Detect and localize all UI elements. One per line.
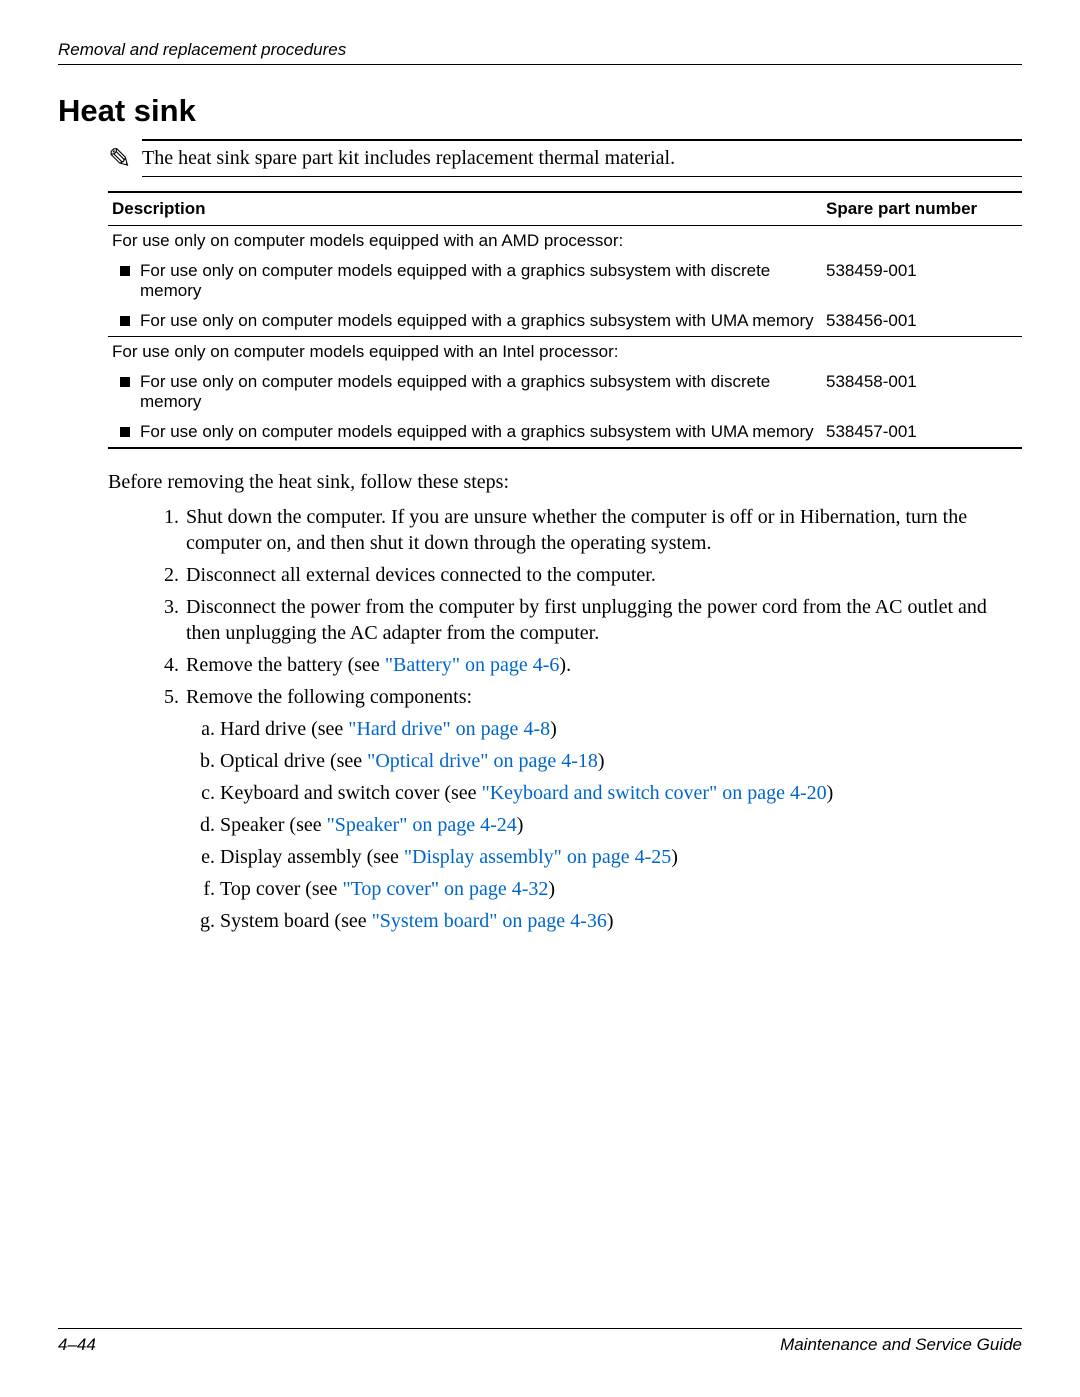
sub-pre: System board (see [220, 910, 372, 932]
table-bottom-rule [108, 447, 1022, 448]
sub-pre: Optical drive (see [220, 750, 367, 772]
footer-rule [58, 1328, 1022, 1329]
xref-link[interactable]: "System board" on page 4-36 [372, 910, 607, 932]
row-desc: For use only on computer models equipped… [140, 311, 814, 331]
sub-pre: Keyboard and switch cover (see [220, 782, 482, 804]
page-number: 4–44 [58, 1335, 96, 1355]
note-rule-bottom [142, 176, 1022, 177]
step-pre: Remove the battery (see [186, 654, 385, 676]
row-desc: For use only on computer models equipped… [140, 261, 818, 301]
step-item: Shut down the computer. If you are unsur… [184, 504, 1022, 556]
sub-post: ) [548, 878, 555, 900]
square-bullet-icon [120, 266, 130, 276]
step-item: Disconnect the power from the computer b… [184, 594, 1022, 646]
xref-link[interactable]: "Battery" on page 4-6 [385, 654, 560, 676]
step-text: Remove the following components: [186, 686, 472, 708]
step-post: ). [559, 654, 571, 676]
col-description: Description [108, 192, 822, 226]
steps-list: Shut down the computer. If you are unsur… [162, 504, 1022, 934]
xref-link[interactable]: "Hard drive" on page 4-8 [348, 718, 550, 740]
doc-title: Maintenance and Service Guide [780, 1335, 1022, 1355]
sub-post: ) [827, 782, 834, 804]
row-desc: For use only on computer models equipped… [140, 372, 818, 412]
xref-link[interactable]: "Display assembly" on page 4-25 [404, 846, 671, 868]
running-header: Removal and replacement procedures [58, 40, 1022, 60]
sub-post: ) [598, 750, 605, 772]
square-bullet-icon [120, 377, 130, 387]
substeps-list: Hard drive (see "Hard drive" on page 4-8… [202, 716, 1022, 934]
step-item: Disconnect all external devices connecte… [184, 562, 1022, 588]
substep-item: System board (see "System board" on page… [220, 908, 1022, 934]
table-row: For use only on computer models equipped… [108, 256, 1022, 306]
table-group-header: For use only on computer models equipped… [108, 226, 1022, 257]
substep-item: Optical drive (see "Optical drive" on pa… [220, 748, 1022, 774]
steps-intro: Before removing the heat sink, follow th… [108, 471, 1022, 494]
spare-parts-table: Description Spare part number For use on… [108, 191, 1022, 449]
substep-item: Keyboard and switch cover (see "Keyboard… [220, 780, 1022, 806]
sub-pre: Speaker (see [220, 814, 327, 836]
sub-post: ) [550, 718, 557, 740]
row-spn: 538458-001 [822, 367, 1022, 417]
xref-link[interactable]: "Keyboard and switch cover" on page 4-20 [482, 782, 827, 804]
xref-link[interactable]: "Top cover" on page 4-32 [342, 878, 548, 900]
xref-link[interactable]: "Optical drive" on page 4-18 [367, 750, 598, 772]
header-rule [58, 64, 1022, 65]
page-title: Heat sink [58, 93, 1022, 129]
substep-item: Hard drive (see "Hard drive" on page 4-8… [220, 716, 1022, 742]
row-spn: 538459-001 [822, 256, 1022, 306]
table-row: For use only on computer models equipped… [108, 306, 1022, 336]
sub-pre: Top cover (see [220, 878, 342, 900]
substep-item: Display assembly (see "Display assembly"… [220, 844, 1022, 870]
square-bullet-icon [120, 427, 130, 437]
note-text: The heat sink spare part kit includes re… [142, 147, 1022, 176]
substep-item: Top cover (see "Top cover" on page 4-32) [220, 876, 1022, 902]
step-item: Remove the following components: Hard dr… [184, 684, 1022, 934]
group-header-text: For use only on computer models equipped… [108, 337, 1022, 368]
col-spare-part-number: Spare part number [822, 192, 1022, 226]
square-bullet-icon [120, 316, 130, 326]
note-rule-top [142, 139, 1022, 141]
row-spn: 538456-001 [822, 306, 1022, 336]
step-item: Remove the battery (see "Battery" on pag… [184, 652, 1022, 678]
sub-post: ) [517, 814, 524, 836]
row-desc: For use only on computer models equipped… [140, 422, 814, 442]
note-block: ✎ The heat sink spare part kit includes … [108, 139, 1022, 177]
sub-pre: Hard drive (see [220, 718, 348, 740]
table-group-header: For use only on computer models equipped… [108, 337, 1022, 368]
page-footer: 4–44 Maintenance and Service Guide [58, 1328, 1022, 1355]
sub-post: ) [607, 910, 614, 932]
xref-link[interactable]: "Speaker" on page 4-24 [327, 814, 517, 836]
sub-post: ) [671, 846, 678, 868]
group-header-text: For use only on computer models equipped… [108, 226, 1022, 257]
sub-pre: Display assembly (see [220, 846, 404, 868]
table-row: For use only on computer models equipped… [108, 367, 1022, 417]
pencil-icon: ✎ [108, 139, 142, 173]
row-spn: 538457-001 [822, 417, 1022, 447]
table-row: For use only on computer models equipped… [108, 417, 1022, 447]
substep-item: Speaker (see "Speaker" on page 4-24) [220, 812, 1022, 838]
